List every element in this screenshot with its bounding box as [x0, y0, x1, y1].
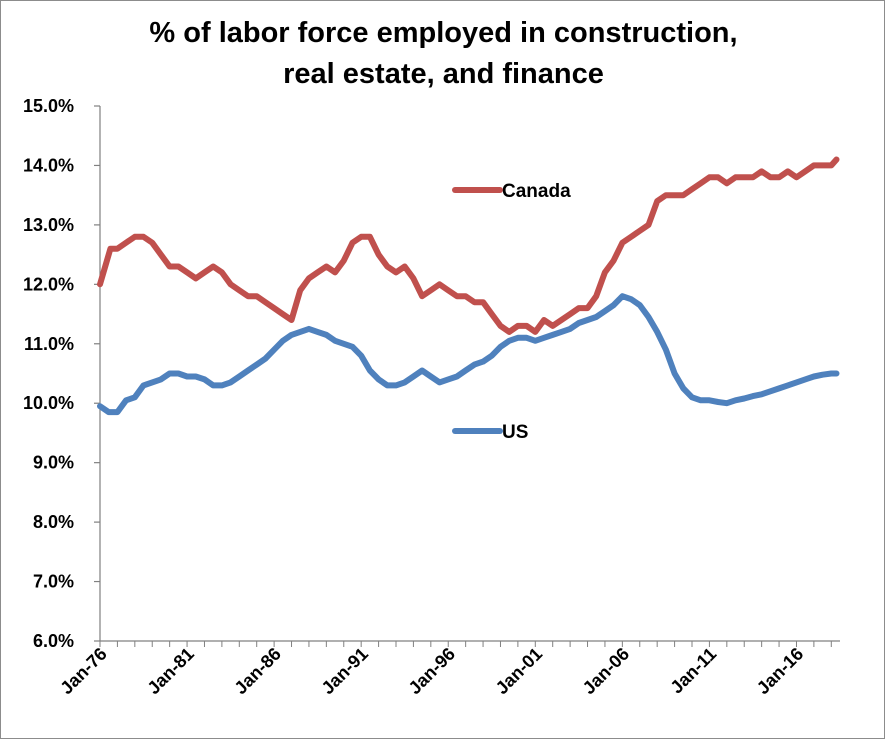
series-line-us: [97, 293, 840, 416]
x-tick-label: Jan-76: [56, 644, 110, 698]
x-tick-label: Jan-96: [405, 644, 459, 698]
legend-label-us: US: [502, 422, 528, 443]
y-tick-label: 10.0%: [23, 393, 74, 413]
y-tick-label: 15.0%: [23, 96, 74, 116]
x-tick-label: Jan-16: [753, 644, 807, 698]
y-tick-label: 9.0%: [33, 453, 74, 473]
chart-title: % of labor force employed in constructio…: [1, 13, 885, 95]
y-tick-label: 12.0%: [23, 274, 74, 294]
legend: Canada US: [452, 181, 571, 443]
axes: 6.0% 7.0% 8.0% 9.0% 10.0% 11.0% 12.0% 13.0% 14.0…: [23, 96, 840, 698]
y-tick-label: 13.0%: [23, 215, 74, 235]
chart-title-line2: real estate, and finance: [283, 58, 604, 90]
y-tick-label: 7.0%: [33, 572, 74, 592]
chart-title-line1: % of labor force employed in constructio…: [149, 17, 738, 49]
series-line-canada: [97, 156, 840, 335]
x-tick-label: Jan-11: [666, 644, 720, 698]
x-tick-label: Jan-01: [492, 644, 546, 698]
x-tick-label: Jan-86: [230, 644, 284, 698]
x-tick-label: Jan-81: [143, 644, 197, 698]
series-layer: [97, 156, 840, 416]
x-tick-label: Jan-91: [318, 644, 372, 698]
y-tick-label: 8.0%: [33, 512, 74, 532]
y-tick-label: 11.0%: [24, 334, 74, 354]
y-tick-label: 14.0%: [23, 155, 74, 175]
x-tick-label: Jan-06: [579, 644, 633, 698]
y-tick-label: 6.0%: [33, 631, 74, 651]
legend-label-canada: Canada: [502, 181, 571, 202]
